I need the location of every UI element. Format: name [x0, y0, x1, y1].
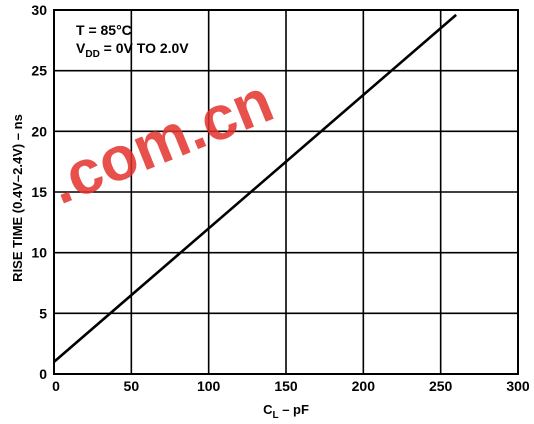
- y-tick-label: 25: [31, 63, 47, 79]
- plot-frame: [53, 9, 519, 375]
- x-tick-label: 50: [124, 378, 140, 394]
- x-tick-label: 250: [429, 378, 453, 394]
- annotation-vdd: VDD = 0V TO 2.0V: [76, 40, 189, 60]
- y-tick-label: 10: [31, 245, 47, 261]
- annotation-temperature: T = 85°C: [76, 22, 132, 38]
- y-tick-label: 5: [39, 305, 47, 321]
- y-tick-labels: 0 5 10 15 20 25 30: [31, 2, 47, 382]
- x-tick-labels: 0 50 100 150 200 250 300: [52, 378, 530, 394]
- x-tick-label: 150: [274, 378, 298, 394]
- x-axis-title: CL – pF: [263, 402, 309, 421]
- x-tick-label: 300: [506, 378, 530, 394]
- y-tick-label: 30: [31, 2, 47, 18]
- x-tick-label: 200: [352, 378, 376, 394]
- series-line-0: [53, 13, 457, 363]
- y-axis-title: RISE TIME (0.4V–2.4V) – ns: [10, 114, 25, 282]
- y-tick-label: 15: [31, 184, 47, 200]
- series-layer: [53, 13, 457, 363]
- x-tick-label: 0: [52, 378, 60, 394]
- y-tick-label: 20: [31, 123, 47, 139]
- grid-lines: [54, 10, 518, 374]
- annotation-box: T = 85°C VDD = 0V TO 2.0V: [76, 22, 189, 60]
- y-tick-label: 0: [39, 366, 47, 382]
- x-tick-label: 100: [197, 378, 221, 394]
